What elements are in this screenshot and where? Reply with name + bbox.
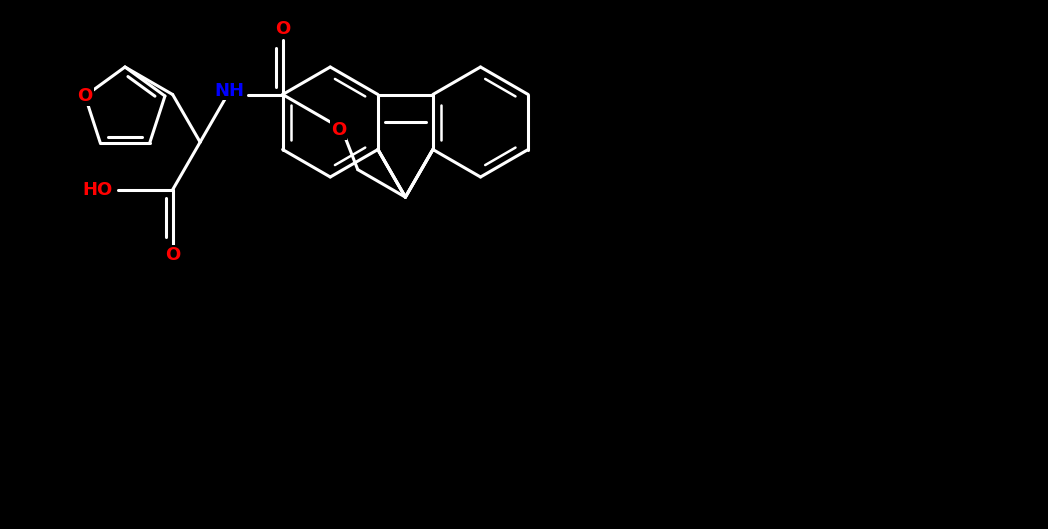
Text: HO: HO — [83, 181, 112, 199]
Text: NH: NH — [215, 81, 244, 99]
Text: O: O — [330, 121, 346, 139]
Text: O: O — [165, 246, 180, 264]
Text: O: O — [275, 21, 290, 39]
Text: O: O — [78, 87, 92, 105]
